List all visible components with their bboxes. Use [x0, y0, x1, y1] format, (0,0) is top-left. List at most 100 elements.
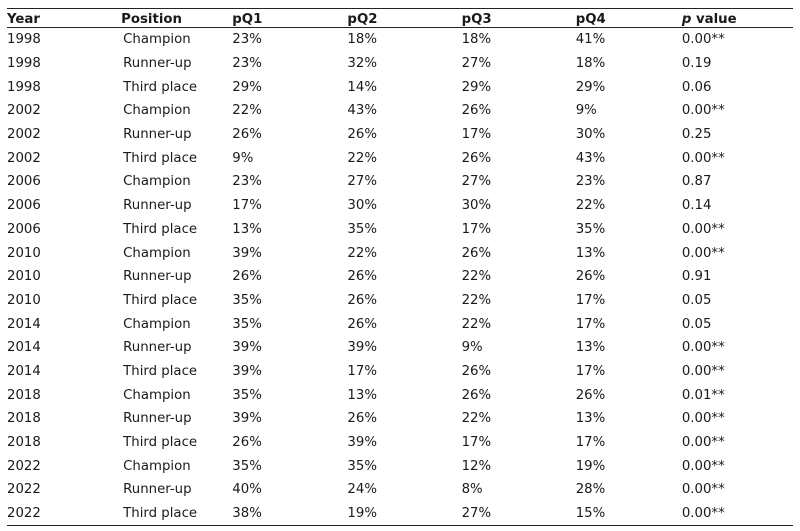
- table-header: Year Position pQ1 pQ2 pQ3 pQ4 p value: [7, 8, 793, 28]
- cell-pq4: 22%: [575, 198, 606, 214]
- cell-pq3: 17%: [461, 221, 492, 237]
- cell-pq3: 26%: [461, 245, 492, 261]
- cell-pq2: 26%: [347, 316, 377, 332]
- cell-pq2: 30%: [347, 198, 377, 214]
- cell-p-value: 0.00**: [681, 482, 725, 498]
- cell-year: 2002: [7, 127, 41, 143]
- cell-pq4: 41%: [575, 32, 606, 48]
- cell-p-value: 0.87: [681, 174, 712, 190]
- header-pq2: pQ2: [347, 8, 462, 28]
- cell-position: Champion: [123, 316, 191, 332]
- cell-pq1: 23%: [232, 32, 262, 48]
- table-row: 2018 Champion 35% 13% 26% 26% 0.01**: [7, 383, 793, 407]
- cell-pq1: 9%: [232, 150, 254, 166]
- cell-pq2: 39%: [347, 435, 377, 451]
- cell-year: 2002: [7, 150, 41, 166]
- cell-pq1: 17%: [232, 198, 262, 214]
- table-row: 2006 Third place 13% 35% 17% 35% 0.00**: [7, 218, 793, 242]
- cell-pq4: 35%: [575, 221, 606, 237]
- cell-year: 2006: [7, 174, 41, 190]
- cell-p-value: 0.00**: [681, 150, 725, 166]
- cell-pq3: 26%: [461, 363, 492, 379]
- cell-pq4: 29%: [575, 79, 606, 95]
- cell-pq3: 12%: [461, 458, 492, 474]
- cell-pq4: 43%: [575, 150, 606, 166]
- cell-pq2: 17%: [347, 363, 377, 379]
- cell-year: 2022: [7, 482, 41, 498]
- header-row: Year Position pQ1 pQ2 pQ3 pQ4 p value: [7, 8, 793, 28]
- cell-p-value: 0.06: [681, 79, 712, 95]
- cell-pq1: 38%: [232, 501, 348, 527]
- cell-year: 2006: [7, 221, 41, 237]
- table-row: 2014 Third place 39% 17% 26% 17% 0.00**: [7, 360, 793, 384]
- header-p-rest: value: [691, 12, 737, 27]
- cell-pq2: 19%: [347, 501, 462, 527]
- cell-p-value: 0.91: [681, 269, 712, 285]
- cell-pq1: 39%: [232, 340, 262, 356]
- cell-pq1: 29%: [232, 79, 262, 95]
- cell-pq4: 17%: [575, 316, 606, 332]
- cell-pq4: 28%: [575, 482, 606, 498]
- cell-pq2: 43%: [347, 103, 377, 119]
- cell-year: 1998: [7, 32, 41, 48]
- header-position: Position: [121, 8, 233, 28]
- cell-pq3: 26%: [461, 387, 492, 403]
- cell-p-value: 0.25: [681, 127, 712, 143]
- cell-year: 2014: [7, 316, 41, 332]
- cell-pq2: 22%: [347, 150, 377, 166]
- cell-pq1: 23%: [232, 56, 262, 72]
- cell-pq4: 17%: [575, 363, 606, 379]
- cell-position: Third place: [121, 501, 233, 527]
- cell-p-value: 0.00**: [681, 340, 725, 356]
- cell-position: Runner-up: [123, 127, 192, 143]
- cell-position: Third place: [123, 79, 198, 95]
- cell-pq4: 15%: [575, 501, 682, 527]
- cell-pq1: 13%: [232, 221, 262, 237]
- cell-p-value: 0.19: [681, 56, 712, 72]
- cell-position: Runner-up: [123, 56, 192, 72]
- cell-pq1: 23%: [232, 174, 262, 190]
- table-row: 2010 Runner-up 26% 26% 22% 26% 0.91: [7, 265, 793, 289]
- cell-pq3: 9%: [461, 340, 483, 356]
- cell-year: 2010: [7, 245, 41, 261]
- cell-pq4: 30%: [575, 127, 606, 143]
- cell-p-value: 0.05: [681, 316, 712, 332]
- cell-year: 2010: [7, 292, 41, 308]
- cell-position: Champion: [123, 458, 191, 474]
- cell-year: 2014: [7, 363, 41, 379]
- cell-pq2: 22%: [347, 245, 377, 261]
- table-row: 2018 Third place 26% 39% 17% 17% 0.00**: [7, 431, 793, 455]
- cell-p-value: 0.00**: [681, 32, 725, 48]
- cell-pq4: 17%: [575, 435, 606, 451]
- cell-pq1: 40%: [232, 482, 262, 498]
- cell-pq4: 9%: [575, 103, 597, 119]
- cell-year: 1998: [7, 79, 41, 95]
- cell-pq1: 35%: [232, 292, 262, 308]
- cell-position: Runner-up: [123, 269, 192, 285]
- table-row: 2006 Champion 23% 27% 27% 23% 0.87: [7, 170, 793, 194]
- cell-pq1: 22%: [232, 103, 262, 119]
- cell-position: Third place: [123, 435, 198, 451]
- cell-pq4: 17%: [575, 292, 606, 308]
- cell-year: 2006: [7, 198, 41, 214]
- table-row: 2002 Champion 22% 43% 26% 9% 0.00**: [7, 99, 793, 123]
- cell-year: 2022: [7, 458, 41, 474]
- table-body: 1998 Champion 23% 18% 18% 41% 0.00** 1998 Runner…: [7, 28, 793, 527]
- cell-pq2: 18%: [347, 32, 377, 48]
- table-row: 1998 Champion 23% 18% 18% 41% 0.00**: [7, 28, 793, 52]
- header-p-value: p value: [681, 8, 793, 28]
- table-row: 2022 Third place 38% 19% 27% 15% 0.00**: [7, 501, 793, 527]
- cell-p-value: 0.14: [681, 198, 712, 214]
- cell-year: 2002: [7, 103, 41, 119]
- table-row: 2022 Runner-up 40% 24% 8% 28% 0.00**: [7, 478, 793, 502]
- cell-year: 2022: [7, 501, 122, 527]
- cell-p-value: 0.00**: [681, 363, 725, 379]
- table-row: 2006 Runner-up 17% 30% 30% 22% 0.14: [7, 194, 793, 218]
- cell-pq3: 27%: [461, 174, 492, 190]
- cell-pq4: 13%: [575, 411, 606, 427]
- cell-pq2: 26%: [347, 411, 377, 427]
- cell-pq2: 27%: [347, 174, 377, 190]
- cell-position: Champion: [123, 245, 191, 261]
- cell-position: Runner-up: [123, 198, 192, 214]
- results-table: Year Position pQ1 pQ2 pQ3 pQ4 p value 19…: [7, 8, 793, 527]
